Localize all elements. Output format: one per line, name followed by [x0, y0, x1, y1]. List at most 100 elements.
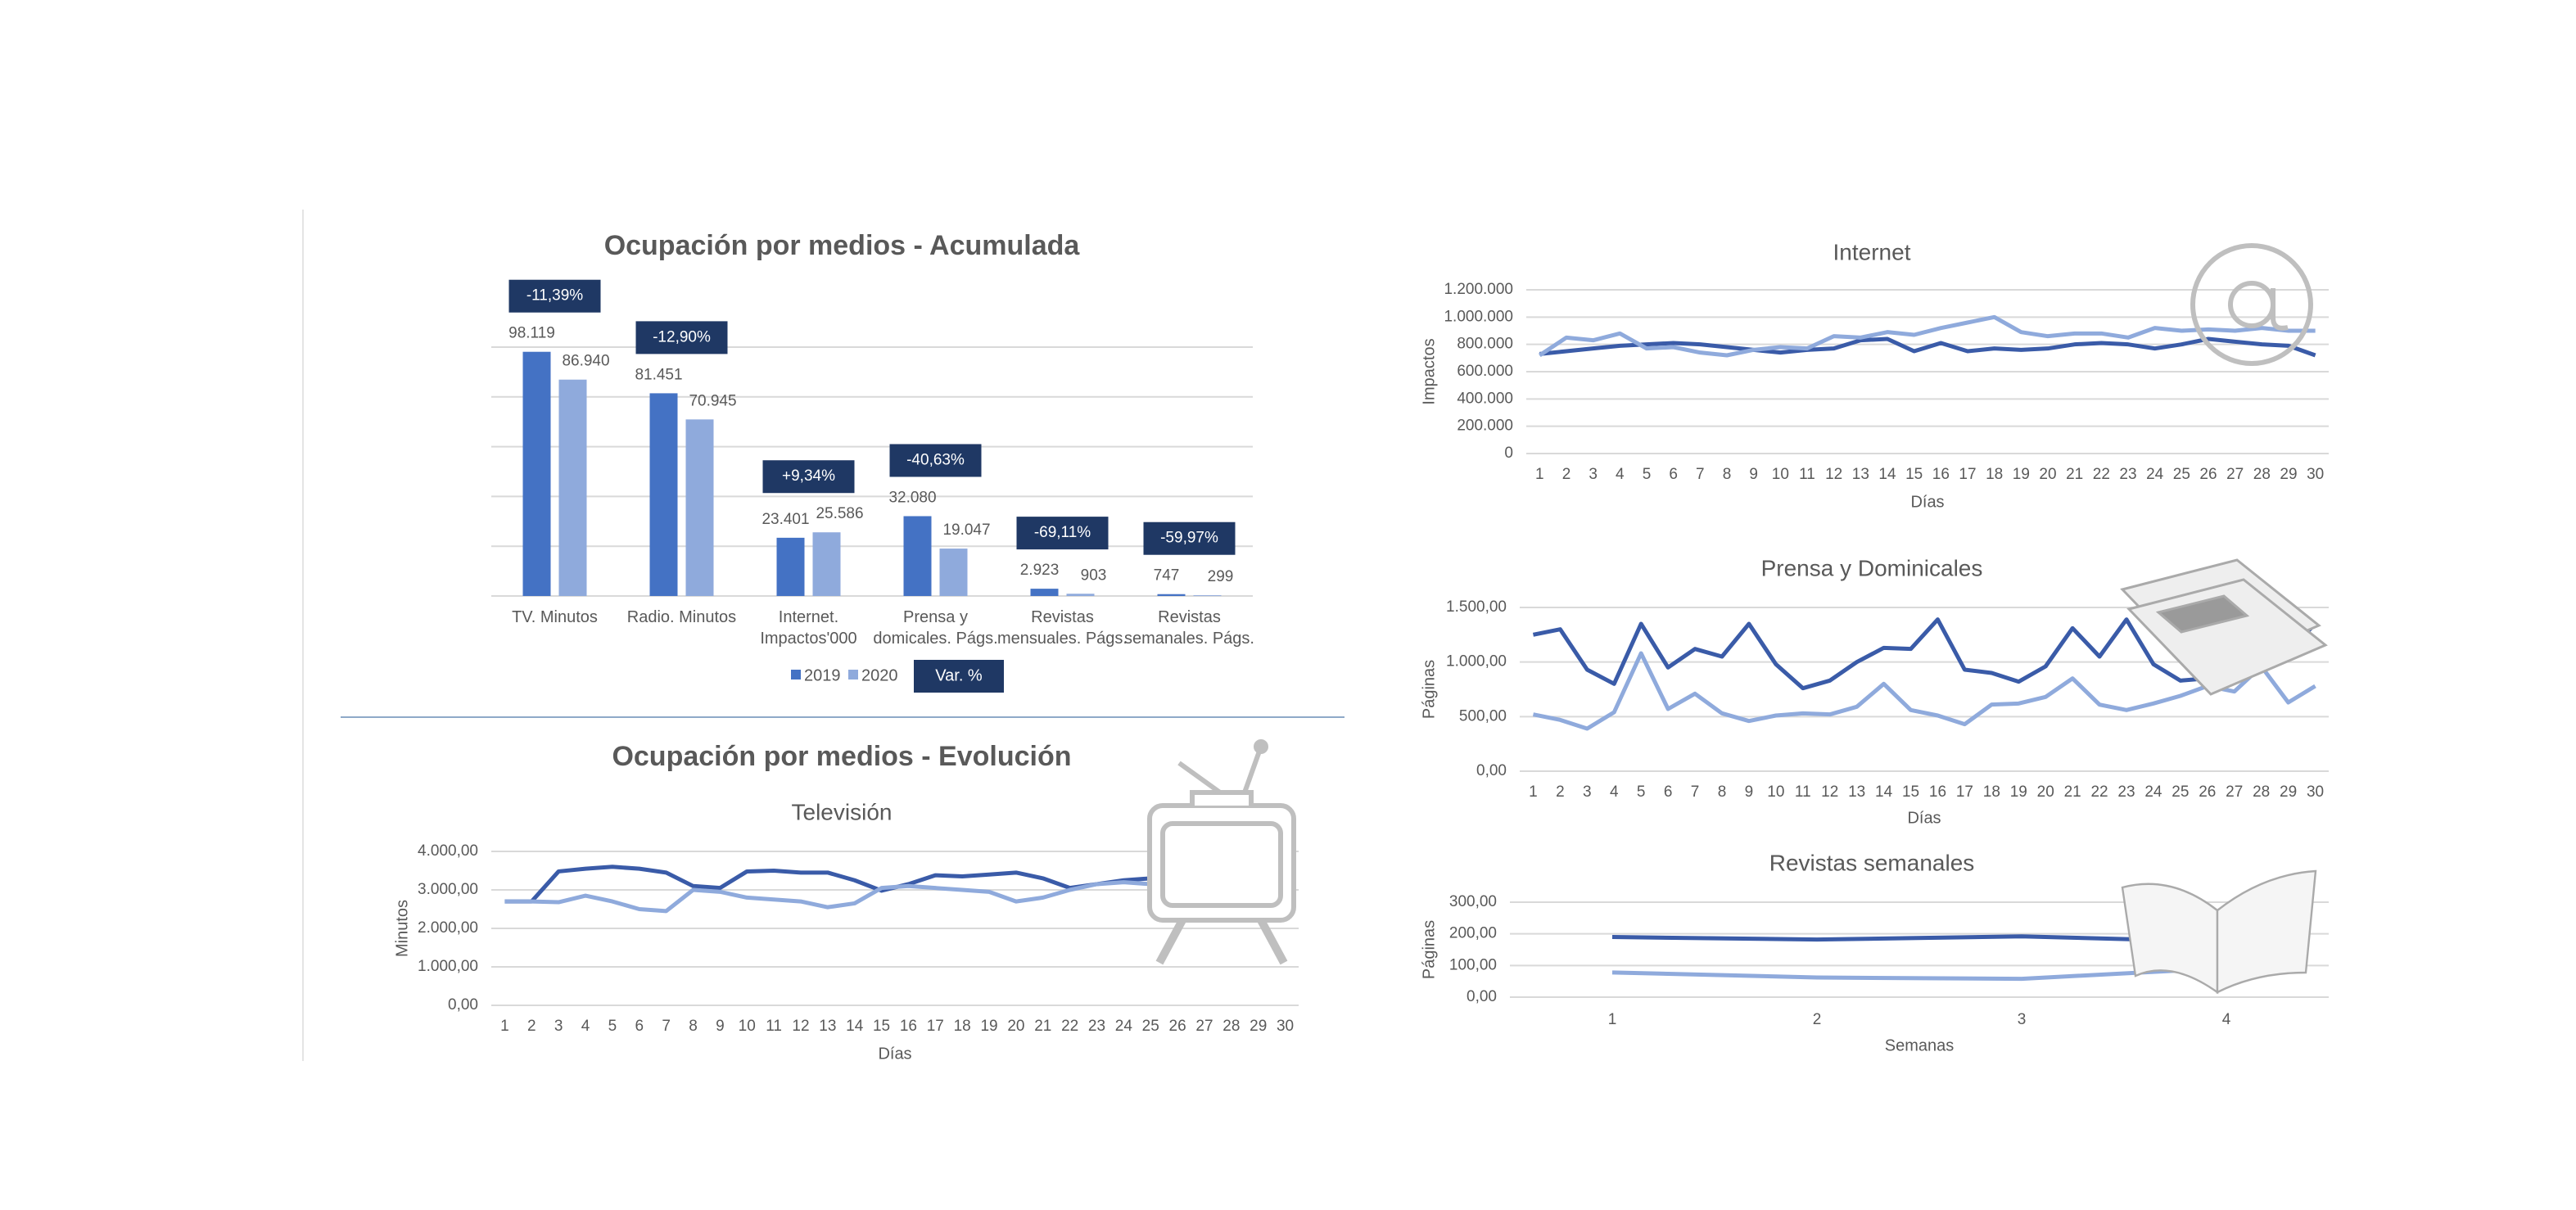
x-tick-label: 19: [980, 1018, 997, 1035]
data-label: 98.119: [508, 325, 555, 342]
x-tick-label: 3: [554, 1018, 563, 1035]
x-tick-label: 16: [1932, 466, 1950, 483]
x-tick-label: 6: [635, 1018, 644, 1035]
bar: [1193, 595, 1222, 596]
x-tick-label: 12: [1821, 783, 1838, 801]
x-tick-label: 20: [2039, 466, 2056, 483]
x-tick-label: 10: [1772, 466, 1789, 483]
data-label: 299: [1208, 568, 1234, 585]
x-tick-label: 5: [608, 1018, 617, 1035]
x-tick-label: 29: [2280, 466, 2297, 483]
x-tick-label: 11: [1799, 466, 1815, 483]
x-tick-label: 25: [2173, 466, 2190, 483]
variation-label: -11,39%: [526, 287, 583, 305]
x-tick-label: 6: [1664, 783, 1673, 801]
x-tick-label: 17: [1959, 466, 1976, 483]
x-tick-label: 11: [1795, 783, 1811, 801]
x-tick-label: Revistas semanales. Págs.: [1124, 609, 1254, 648]
y-tick-label: 1.000.000: [1444, 308, 1513, 325]
x-tick-label: 20: [2037, 783, 2054, 801]
x-tick-label: 27: [2226, 466, 2244, 483]
x-tick-label: 1: [500, 1018, 509, 1035]
x-tick-label: 30: [1277, 1018, 1294, 1035]
x-tick-label: 13: [1852, 466, 1869, 483]
data-label: 81.451: [635, 366, 682, 383]
x-tick-label: 19: [2010, 783, 2027, 801]
x-tick-label: 28: [2253, 466, 2271, 483]
x-tick-label: 2: [1813, 1011, 1822, 1028]
tv-icon: [1147, 739, 1296, 965]
x-tick-label: 17: [927, 1018, 944, 1035]
x-tick-label: 14: [1875, 783, 1893, 801]
series-line: [1538, 314, 2316, 358]
bar: [649, 393, 678, 596]
x-tick-label: 14: [846, 1018, 864, 1035]
data-label: 23.401: [762, 511, 809, 528]
x-tick-label: 27: [2226, 783, 2243, 801]
x-tick-label: 18: [954, 1018, 971, 1035]
x-tick-label: 25: [1142, 1018, 1159, 1035]
y-tick-label: 1.000,00: [1446, 653, 1507, 670]
x-tick-label: 7: [1691, 783, 1700, 801]
x-tick-label: 16: [900, 1018, 917, 1035]
variation-label: -59,97%: [1160, 530, 1218, 547]
x-tick-label: 18: [1986, 466, 2003, 483]
x-tick-label: 2: [527, 1018, 536, 1035]
x-tick-label: Prensa y domicales. Págs.: [873, 609, 998, 648]
x-tick-label: 1: [1535, 466, 1544, 483]
x-tick-label: 7: [662, 1018, 671, 1035]
x-tick-label: 4: [1610, 783, 1619, 801]
x-tick-label: 30: [2307, 783, 2324, 801]
y-tick-label: 3.000,00: [418, 881, 478, 898]
x-tick-label-box: Prensa y domicales. Págs.: [873, 609, 998, 648]
x-tick-label: 16: [1929, 783, 1946, 801]
x-tick-label-box: Revistas mensuales. Págs.: [997, 609, 1128, 648]
x-tick-label: 17: [1956, 783, 1973, 801]
x-tick-label: Internet. Impactos'000: [760, 609, 857, 648]
legend-swatch: [848, 670, 858, 679]
at-icon: [2190, 243, 2313, 366]
series-line: [1611, 965, 2227, 982]
bar: [812, 532, 841, 596]
legend-swatch: [791, 670, 801, 679]
chart-title: Internet: [1833, 239, 1911, 264]
variation-box: [508, 279, 601, 313]
y-tick-label: 4.000,00: [418, 842, 478, 860]
x-tick-label: 3: [1589, 466, 1598, 483]
x-tick-label: 11: [766, 1018, 782, 1035]
y-tick-label: 1.000,00: [418, 958, 478, 975]
x-tick-label: 22: [2090, 783, 2108, 801]
variation-label: +9,34%: [782, 467, 835, 485]
y-tick-label: 500,00: [1459, 707, 1507, 725]
x-tick-label: 4: [2222, 1011, 2231, 1028]
bar: [1066, 594, 1095, 596]
x-axis-title: Días: [1907, 809, 1941, 827]
legend-variation-label: Var. %: [935, 666, 983, 684]
bar: [776, 537, 805, 596]
data-label: 32.080: [888, 489, 936, 506]
series-line: [1611, 934, 2227, 944]
x-tick-label: 23: [1088, 1018, 1105, 1035]
x-tick-label: 30: [2307, 466, 2324, 483]
x-tick-label: Revistas mensuales. Págs.: [997, 609, 1128, 648]
x-tick-label: 6: [1669, 466, 1678, 483]
y-tick-label: 1.500,00: [1446, 598, 1507, 616]
bar: [939, 549, 968, 596]
data-label: 747: [1154, 567, 1180, 585]
x-tick-label: 13: [819, 1018, 836, 1035]
x-tick-label: 8: [1723, 466, 1732, 483]
x-tick-label: 28: [2253, 783, 2270, 801]
y-axis-title: Páginas: [1420, 920, 1438, 979]
x-axis-title: Días: [1910, 493, 1944, 511]
data-label: 2.923: [1020, 562, 1060, 579]
y-axis-title: Impactos: [1420, 338, 1438, 404]
y-tick-label: 0,00: [448, 996, 478, 1014]
y-tick-label: 2.000,00: [418, 919, 478, 937]
chart-title: Ocupación por medios - Acumulada: [604, 230, 1081, 261]
section-title: Ocupación por medios - Evolución: [612, 741, 1071, 772]
x-tick-label: 4: [1616, 466, 1625, 483]
x-tick-label: 8: [1718, 783, 1727, 801]
chart-title: Prensa y Dominicales: [1761, 555, 1983, 580]
